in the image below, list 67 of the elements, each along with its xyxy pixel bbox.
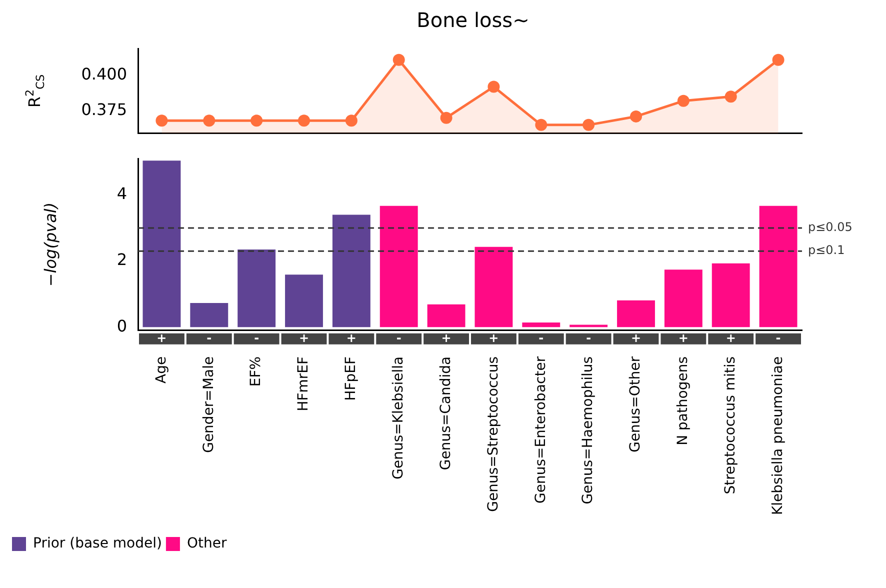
point	[535, 118, 548, 131]
point	[345, 114, 358, 127]
point	[298, 114, 310, 127]
x-tick-label: Genus=Klebsiella	[390, 356, 406, 480]
bar	[142, 160, 181, 328]
x-tick-label: Genus=Other	[628, 356, 644, 452]
x-tick-label: Klebsiella pneumoniae	[770, 356, 786, 516]
point	[582, 118, 595, 131]
bar	[522, 322, 560, 328]
text: -	[538, 331, 544, 346]
bar	[427, 304, 466, 328]
y-tick-label: 0	[116, 316, 127, 336]
point	[156, 114, 168, 127]
point	[772, 54, 784, 66]
y-axis-title: −log(pval)	[41, 202, 60, 287]
x-tick-label: Genus=Streptococcus	[485, 356, 502, 512]
ref-line-label: p≤0.1	[808, 243, 845, 258]
bar	[664, 270, 702, 328]
text: +	[441, 331, 452, 346]
x-tick-label: EF%	[248, 356, 264, 387]
bar	[332, 214, 370, 328]
point	[677, 94, 690, 107]
text: +	[298, 331, 310, 346]
text: +	[726, 331, 736, 346]
x-tick-label: Streptococcus mitis	[722, 356, 738, 494]
point	[250, 114, 263, 127]
bar	[617, 300, 655, 328]
text: +	[156, 331, 167, 346]
x-tick-label: HFmrEF	[296, 356, 312, 412]
text: +	[488, 331, 499, 346]
y-tick-label: 0.400	[81, 64, 127, 84]
x-tick-label: Age	[153, 356, 170, 384]
bar	[190, 302, 228, 328]
bar	[474, 246, 513, 328]
text: +	[678, 331, 688, 346]
point	[630, 110, 642, 122]
y-tick-label: 2	[116, 250, 127, 270]
x-tick-label: N pathogens	[675, 356, 692, 446]
point	[392, 54, 405, 66]
y-axis-title: R2CS	[24, 74, 47, 108]
bar	[712, 263, 750, 328]
bar	[380, 206, 418, 328]
point	[724, 90, 737, 103]
x-tick-label: HFpEF	[343, 356, 360, 401]
ref-line-label: p≤0.05	[808, 220, 852, 234]
text: -	[254, 331, 260, 346]
text: -	[586, 331, 592, 346]
point	[488, 80, 500, 93]
y-tick-label: 0.375	[81, 100, 127, 119]
bar	[285, 274, 323, 328]
text: -	[206, 331, 212, 346]
chart-title: Bone loss~	[416, 8, 530, 34]
x-tick-label: Genus=Enterobacter	[532, 356, 549, 504]
text: +	[630, 331, 642, 346]
text: -	[776, 331, 781, 346]
point	[203, 114, 216, 127]
point	[440, 112, 452, 124]
legend-label: Prior (base model)	[33, 536, 162, 552]
text: +	[346, 331, 356, 346]
bar	[238, 249, 276, 328]
x-tick-label: Genus=Haemophilus	[580, 356, 596, 504]
y-tick-label: 4	[116, 184, 127, 204]
bar	[759, 206, 798, 328]
legend-label: Other	[186, 536, 227, 552]
x-tick-label: Gender=Male	[200, 356, 217, 453]
text: -	[396, 331, 402, 346]
x-tick-label: Genus=Candida	[438, 356, 454, 470]
